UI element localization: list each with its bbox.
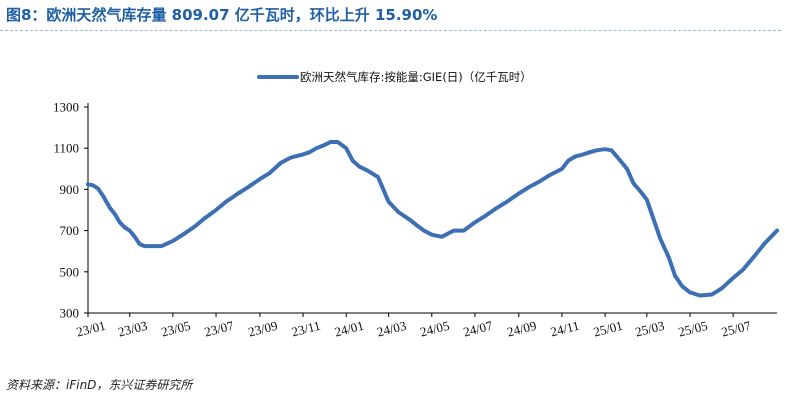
- x-tick-label: 25/03: [634, 318, 666, 340]
- x-tick-label: 24/09: [506, 318, 538, 340]
- y-tick-label: 700: [60, 223, 80, 238]
- y-tick-label: 1100: [53, 141, 79, 156]
- x-tick-label: 24/03: [375, 318, 407, 340]
- x-tick-label: 23/11: [290, 318, 322, 340]
- x-tick-label: 25/05: [677, 318, 709, 340]
- x-tick-label: 24/11: [549, 318, 581, 340]
- chart-legend: 欧洲天然气库存:按能量:GIE(日)（亿千瓦时）: [257, 70, 532, 84]
- legend-label: 欧洲天然气库存:按能量:GIE(日)（亿千瓦时）: [300, 70, 532, 84]
- source-note: 资料来源：iFinD，东兴证券研究所: [6, 378, 193, 392]
- x-tick-label: 23/01: [75, 318, 107, 340]
- y-tick-label: 1300: [53, 100, 79, 115]
- x-tick-label: 24/07: [462, 318, 495, 340]
- chart-marks: [86, 140, 779, 298]
- x-tick-label: 25/01: [592, 318, 624, 340]
- y-tick-label: 500: [60, 264, 80, 279]
- x-tick-label: 23/07: [203, 318, 236, 340]
- x-tick-label: 23/03: [116, 318, 148, 340]
- y-tick-label: 900: [60, 182, 80, 197]
- x-tick-label: 24/01: [333, 318, 365, 340]
- figure-title: 图8：欧洲天然气库存量 809.07 亿千瓦时，环比上升 15.90%: [6, 6, 438, 24]
- x-tick-label: 24/05: [419, 318, 451, 340]
- chart-axes: 300 500 700 900 1100 1300 23/01 23/03 23/05 23/07…: [53, 100, 777, 340]
- x-tick-label: 23/09: [247, 318, 279, 340]
- x-tick-label: 25/07: [720, 318, 753, 340]
- x-tick-label: 23/05: [160, 318, 192, 340]
- y-tick-label: 300: [60, 306, 80, 321]
- series-line: [86, 140, 779, 298]
- title-divider: [0, 30, 781, 31]
